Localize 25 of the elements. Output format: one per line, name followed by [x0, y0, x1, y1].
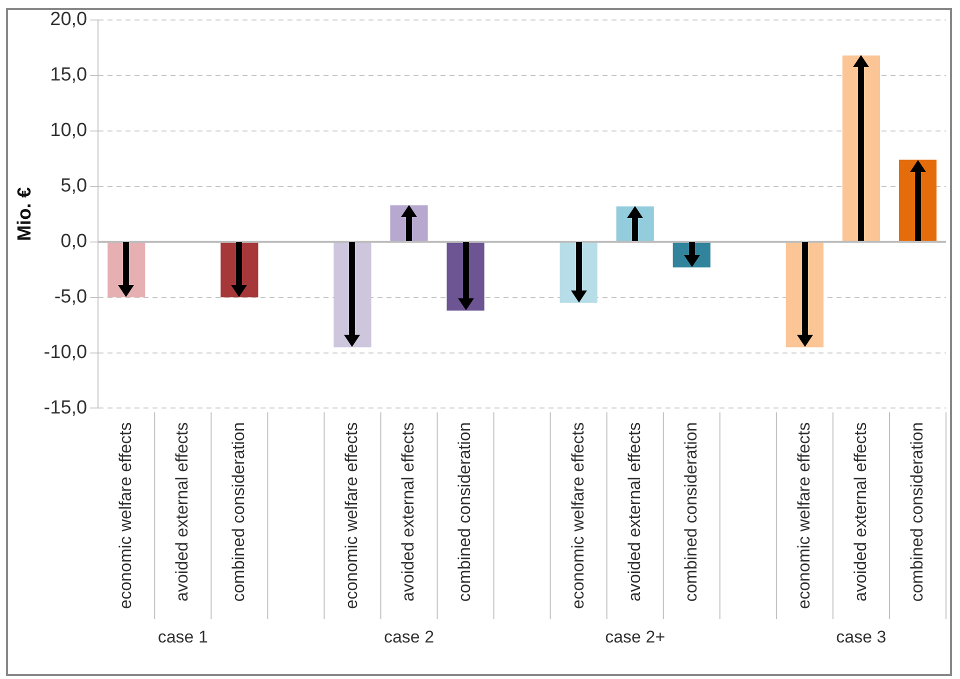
- y-tick-label: -15,0: [44, 397, 88, 418]
- text: case 3: [836, 628, 886, 647]
- y-tick-label: -10,0: [44, 342, 88, 363]
- y-axis-title: Mio. €: [14, 186, 36, 242]
- x-tick-label: avoided external effects: [850, 422, 870, 602]
- x-tick-label: avoided external effects: [624, 422, 644, 602]
- x-tick-label: avoided external effects: [398, 422, 418, 602]
- x-tick-label: economic welfare effects: [116, 422, 136, 610]
- text: case 2: [384, 628, 434, 647]
- x-tick-label: economic welfare effects: [342, 422, 362, 610]
- y-tick-label: 20,0: [50, 9, 88, 30]
- y-tick-label: 10,0: [50, 120, 88, 142]
- x-tick-label: combined consideration: [907, 422, 926, 602]
- x-tick-label: combined consideration: [455, 422, 474, 602]
- y-tick-label: 15,0: [50, 64, 88, 86]
- y-tick-label: 0,0: [60, 231, 88, 252]
- x-tick-label: combined consideration: [681, 422, 700, 602]
- x-tick-label: combined consideration: [229, 422, 248, 602]
- text: case 1: [158, 628, 208, 647]
- x-tick-label: economic welfare effects: [794, 422, 814, 610]
- y-tick-label: -5,0: [54, 286, 88, 308]
- x-tick-label: avoided external effects: [172, 422, 192, 602]
- text: case 2+: [605, 628, 666, 647]
- x-tick-label: economic welfare effects: [568, 422, 588, 610]
- y-tick-label: 5,0: [60, 176, 88, 197]
